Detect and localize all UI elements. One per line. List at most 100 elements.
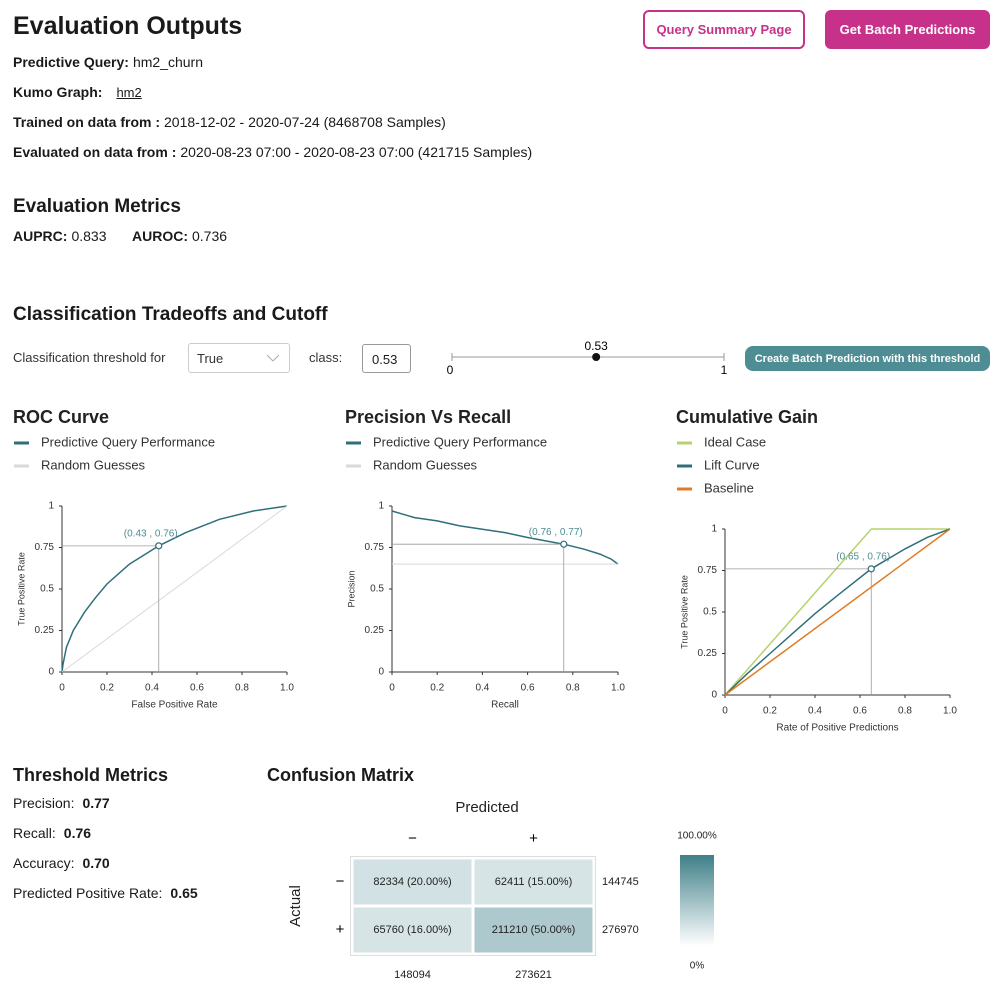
page-title: Evaluation Outputs	[13, 12, 243, 40]
metric-value: 0.76	[63, 825, 92, 841]
x-tick-label: 0.8	[898, 706, 912, 717]
info-row: Kumo Graph: hm2	[13, 84, 142, 100]
section-title: Classification Tradeoffs and Cutoff	[13, 304, 328, 325]
x-tick-label: 1.0	[611, 683, 625, 694]
matrix-cell	[350, 904, 475, 956]
legend-label: Baseline	[704, 480, 754, 495]
section-title: Confusion Matrix	[267, 765, 414, 785]
y-tick-label: 0	[711, 690, 717, 701]
y-axis-label: True Positive Rate	[16, 552, 26, 626]
legend-label: Random Guesses	[41, 457, 146, 472]
metric-label: AUPRC:	[13, 228, 68, 244]
metric-value: 0.833	[71, 228, 107, 244]
series-line	[724, 528, 951, 696]
y-tick-label: 0.5	[703, 607, 717, 618]
query-summary-button[interactable]: Query Summary Page	[643, 10, 805, 49]
matrix-cell	[350, 856, 475, 908]
threshold-point	[155, 542, 163, 550]
info-label: Evaluated on data from :	[13, 144, 177, 160]
x-tick-label: 1.0	[943, 706, 957, 717]
legend-label: Random Guesses	[373, 457, 478, 472]
series-line	[724, 528, 950, 696]
metric-label: Predicted Positive Rate:	[13, 885, 163, 901]
y-tick-label: 0.75	[35, 542, 55, 553]
y-tick-label: 0.25	[35, 625, 55, 636]
point-label: (0.76 , 0.77)	[529, 527, 583, 538]
metric-value: 0.77	[82, 795, 110, 811]
select-value: True	[197, 351, 224, 366]
legend-label: Predictive Query Performance	[41, 434, 215, 449]
info-value: hm2_churn	[132, 54, 203, 70]
class-select[interactable]: True	[188, 343, 290, 373]
metric: Recall: 0.76	[13, 825, 91, 841]
matrix-cell-label: 65760 (16.00%)	[373, 924, 451, 936]
section-title: Evaluation Metrics	[13, 196, 181, 217]
scale-max-label: 100.00%	[677, 831, 717, 842]
matrix-cell	[471, 856, 596, 908]
matrix-col-label: +	[529, 830, 538, 847]
info-value: 2020-08-23 07:00 - 2020-08-23 07:00 (421…	[180, 144, 533, 160]
x-tick-label: 0.2	[763, 706, 777, 717]
metric: Predicted Positive Rate: 0.65	[13, 885, 198, 901]
scale-min-label: 0%	[690, 961, 705, 972]
legend-label: Ideal Case	[704, 434, 766, 449]
row-total: 276970	[602, 924, 639, 936]
y-tick-label: 0	[378, 667, 384, 678]
metric: Precision: 0.77	[13, 795, 110, 811]
matrix-x-label: Predicted	[455, 799, 518, 816]
x-axis-label: Recall	[491, 700, 519, 711]
y-tick-label: 0	[48, 667, 54, 678]
x-tick-label: 0.4	[145, 683, 159, 694]
slider-max: 1	[721, 363, 728, 377]
x-tick-label: 0.2	[430, 683, 444, 694]
batch-predictions-button[interactable]: Get Batch Predictions	[825, 10, 990, 49]
x-tick-label: 1.0	[280, 683, 294, 694]
threshold-input[interactable]: 0.53	[362, 344, 411, 373]
point-label: (0.65 , 0.76)	[836, 551, 890, 562]
metric-value: 0.65	[170, 885, 198, 901]
col-total: 148094	[394, 969, 431, 981]
matrix-row-label: −	[336, 873, 345, 890]
series-line	[61, 505, 288, 673]
metric-value: 0.70	[82, 855, 110, 871]
y-tick-label: 0.5	[40, 584, 54, 595]
legend-label: Predictive Query Performance	[373, 434, 547, 449]
info-row: Evaluated on data from :2020-08-23 07:00…	[13, 144, 532, 160]
metric: AUROC: 0.736	[132, 228, 227, 244]
x-tick-label: 0.4	[808, 706, 822, 717]
series-line	[391, 510, 619, 565]
y-tick-label: 1	[48, 501, 54, 512]
metric-value: 0.736	[192, 228, 228, 244]
y-axis-label: Precision	[346, 570, 356, 607]
graph-link[interactable]: hm2	[116, 85, 142, 100]
x-tick-label: 0.4	[475, 683, 489, 694]
slider-knob	[592, 353, 601, 361]
x-axis-label: Rate of Positive Predictions	[776, 723, 898, 734]
y-tick-label: 0.5	[370, 584, 384, 595]
x-tick-label: 0	[389, 683, 395, 694]
matrix-y-label: Actual	[287, 885, 304, 927]
info-row: Predictive Query: hm2_churn	[13, 54, 203, 70]
chart-title: Cumulative Gain	[676, 407, 818, 427]
create-batch-button[interactable]: Create Batch Prediction with this thresh…	[745, 346, 990, 371]
x-tick-label: 0.2	[100, 683, 114, 694]
info-label: Trained on data from :	[13, 114, 161, 130]
chart-title: Precision Vs Recall	[345, 407, 511, 427]
threshold-point	[560, 540, 568, 548]
x-axis-label: False Positive Rate	[131, 700, 218, 711]
metric-label: Recall:	[13, 825, 56, 841]
y-tick-label: 0.75	[698, 565, 718, 576]
threshold-point	[867, 565, 875, 573]
x-tick-label: 0	[722, 706, 728, 717]
slider-min: 0	[447, 363, 454, 377]
chevron	[267, 354, 279, 362]
matrix-cell-label: 211210 (50.00%)	[492, 924, 576, 936]
y-tick-label: 0.25	[698, 648, 718, 659]
y-axis-label: True Positive Rate	[679, 575, 689, 649]
threshold-label: Classification threshold for	[13, 350, 166, 365]
matrix-cell-label: 62411 (15.00%)	[495, 876, 572, 888]
metric-label: AUROC:	[132, 228, 188, 244]
info-label: Predictive Query:	[13, 54, 129, 70]
point-label: (0.43 , 0.76)	[124, 528, 178, 539]
